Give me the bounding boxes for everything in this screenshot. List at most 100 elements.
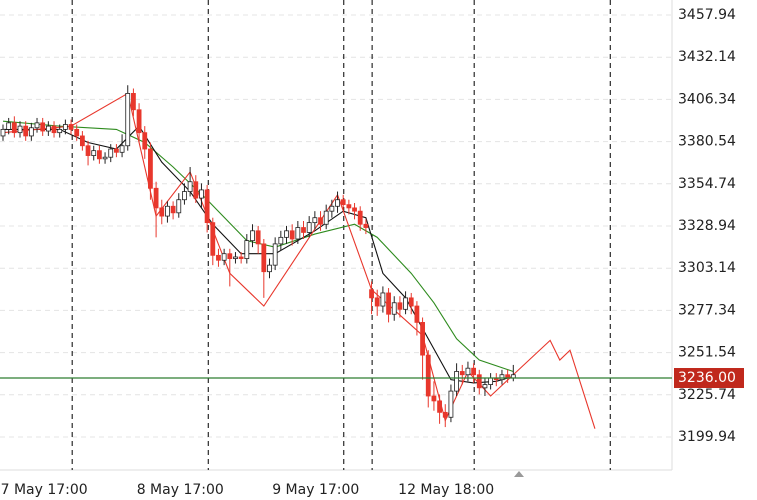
candle-body [318, 217, 323, 225]
candle-body [187, 181, 193, 192]
price-label: 3236.00 [678, 370, 736, 386]
candle-body [182, 191, 187, 201]
candle-body [488, 377, 494, 385]
candle-body [244, 240, 250, 260]
candle-body [108, 148, 114, 158]
candle-body [6, 122, 12, 130]
candle-body [284, 230, 289, 238]
candle-body [96, 150, 102, 160]
candle-body [465, 367, 471, 376]
candle-body [193, 181, 199, 199]
candle-body [153, 187, 159, 209]
candle-body [216, 254, 221, 261]
y-tick-label: 3303.14 [678, 260, 736, 276]
y-tick-label: 3328.94 [678, 218, 736, 234]
candle-body [51, 125, 57, 134]
candle-body [261, 243, 267, 273]
candle-body [250, 230, 255, 242]
candle-body [442, 411, 448, 418]
candle-body [431, 395, 437, 402]
candle-body [255, 230, 261, 245]
candle-body [459, 371, 465, 376]
candle-body [425, 354, 431, 397]
candle-body [102, 156, 108, 160]
candle-body [0, 128, 6, 137]
candle-body [176, 199, 182, 214]
candle-body [323, 210, 329, 225]
candle-body [391, 302, 397, 315]
candle-body [476, 374, 482, 389]
candle-body [454, 371, 459, 392]
overlay-line [2, 120, 514, 372]
candle-body [408, 297, 414, 307]
candle-body [62, 124, 68, 130]
candle-body [79, 135, 85, 147]
candle-body [335, 199, 340, 207]
y-tick-label: 3277.34 [678, 302, 736, 318]
candle-body [204, 189, 210, 224]
candle-body [131, 93, 136, 111]
candle-body [272, 243, 278, 266]
y-tick-label: 3199.94 [678, 429, 736, 445]
candle-body [142, 132, 148, 150]
y-tick-label: 3225.74 [678, 387, 736, 403]
candle-body [357, 210, 363, 225]
overlay-line [2, 92, 596, 429]
x-tick-label: 12 May 18:00 [398, 482, 494, 498]
candle-body [289, 230, 295, 240]
candle-body [85, 145, 91, 156]
candle-body [114, 148, 119, 153]
candle-body [227, 253, 233, 260]
candle-body [233, 256, 238, 260]
price-label-box [674, 368, 744, 389]
candle-body [221, 253, 227, 261]
candle-body [34, 122, 40, 129]
candle-body [45, 125, 51, 132]
candle-body [210, 222, 216, 256]
candle-body [471, 367, 477, 376]
candle-body [386, 292, 391, 315]
candle-body [346, 204, 352, 209]
candle-body [159, 207, 165, 217]
x-tick-label: 8 May 17:00 [137, 482, 224, 498]
candle-body [125, 93, 131, 147]
x-tick-label: 9 May 17:00 [272, 482, 359, 498]
candle-body [437, 400, 442, 413]
candle-body [306, 222, 312, 233]
scroll-marker [514, 471, 524, 477]
candle-body [23, 125, 29, 137]
candle-body [340, 199, 346, 206]
y-tick-label: 3406.34 [678, 91, 736, 107]
candle-body [482, 384, 488, 389]
candle-body [148, 148, 153, 189]
candle-body [414, 305, 420, 323]
y-tick-label: 3354.74 [678, 176, 736, 192]
candle-body [301, 227, 306, 233]
candle-body [403, 297, 408, 310]
candle-body [380, 292, 386, 307]
candle-body [199, 189, 204, 199]
candle-body [329, 205, 335, 212]
candle-body [68, 124, 74, 130]
candle-body [17, 125, 23, 134]
candle-body [295, 227, 301, 240]
candle-body [397, 302, 403, 310]
candle-body [267, 264, 272, 273]
y-tick-label: 3251.54 [678, 345, 736, 361]
candle-body [278, 236, 284, 245]
candle-body [448, 390, 454, 418]
candle-body [374, 297, 380, 307]
candle-body [91, 150, 97, 156]
y-tick-label: 3380.54 [678, 134, 736, 150]
candle-body [74, 128, 80, 137]
x-tick-label: 7 May 17:00 [1, 482, 88, 498]
candle-body [11, 122, 17, 134]
candle-body [352, 207, 357, 212]
candle-body [420, 322, 425, 356]
candle-body [238, 256, 244, 260]
candle-body [363, 223, 369, 228]
candle-body [119, 145, 125, 153]
